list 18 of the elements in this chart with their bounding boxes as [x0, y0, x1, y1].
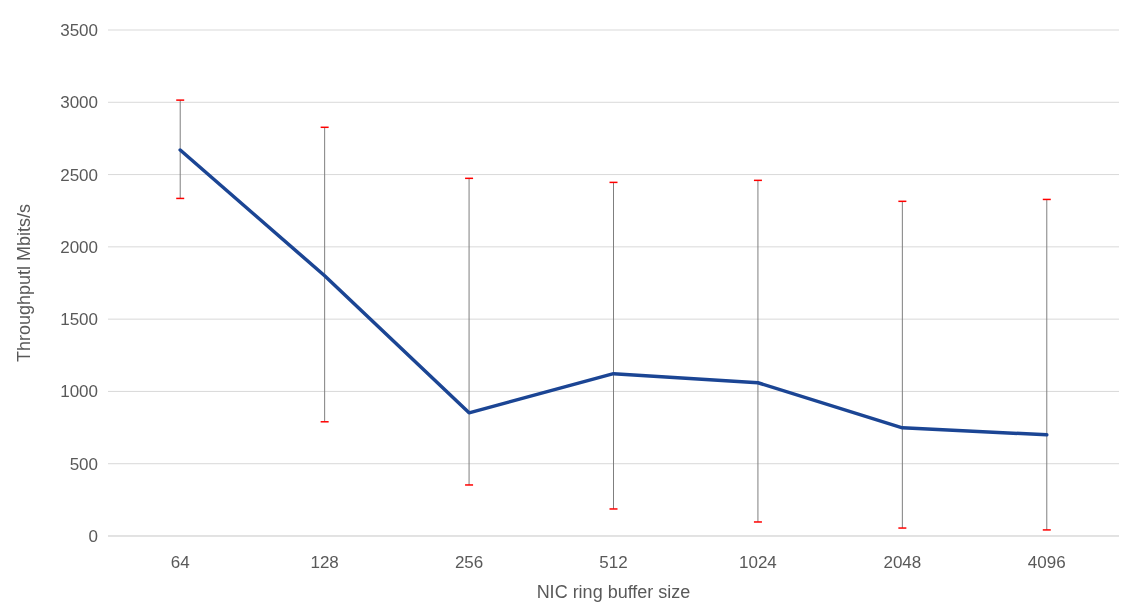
y-tick-label: 3500	[60, 20, 98, 40]
y-tick-label: 500	[69, 454, 98, 474]
y-tick-label: 2000	[60, 237, 98, 257]
x-axis-title: NIC ring buffer size	[536, 582, 691, 602]
y-tick-label: 0	[88, 526, 98, 546]
x-tick-label: 1024	[739, 553, 777, 572]
line-series	[178, 148, 1049, 437]
y-tick-label: 1000	[60, 382, 98, 402]
x-tick-label: 4096	[1027, 553, 1066, 572]
x-tick-label: 2048	[883, 553, 922, 572]
y-tick-label: 2500	[60, 165, 98, 185]
y-axis-title: Throughputl Mbits/s	[14, 203, 34, 363]
y-tick-label: 3000	[60, 93, 98, 113]
x-tick-label: 128	[310, 553, 339, 572]
x-tick-label: 256	[454, 553, 484, 572]
x-tick-label: 64	[170, 553, 190, 572]
y-tick-label: 1500	[60, 310, 98, 330]
x-tick-label: 512	[599, 553, 628, 572]
